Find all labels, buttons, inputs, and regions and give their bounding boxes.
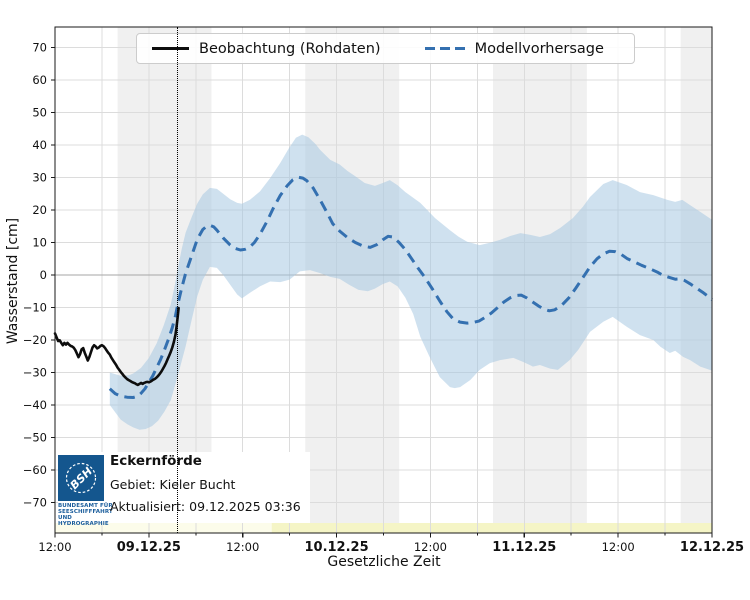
- svg-text:−70: −70: [23, 496, 47, 510]
- y-axis-title: Wasserstand [cm]: [5, 217, 21, 345]
- svg-text:−60: −60: [23, 463, 47, 477]
- legend-observation-label: Beobachtung (Rohdaten): [199, 40, 381, 57]
- station-updated: Aktualisiert: 09.12.2025 03:36: [110, 499, 301, 514]
- svg-text:10.12.25: 10.12.25: [304, 540, 368, 555]
- bsh-caption-line: BUNDESAMT FÜR: [58, 503, 113, 509]
- svg-text:30: 30: [32, 171, 47, 185]
- svg-text:20: 20: [32, 203, 47, 217]
- bsh-caption-line: HYDROGRAPHIE: [58, 521, 109, 527]
- legend-forecast-label: Modellvorhersage: [474, 40, 604, 57]
- svg-text:0: 0: [40, 268, 47, 282]
- svg-text:−40: −40: [23, 398, 47, 412]
- bsh-logo-caption: BUNDESAMT FÜR SEESCHIFFFAHRT UND HYDROGR…: [58, 503, 113, 527]
- svg-text:40: 40: [32, 138, 47, 152]
- svg-text:12:00: 12:00: [602, 540, 635, 554]
- station-name: Eckernförde: [110, 453, 202, 469]
- svg-text:60: 60: [32, 73, 47, 87]
- forecast-start-marker-line: [177, 27, 178, 533]
- svg-text:09.12.25: 09.12.25: [117, 540, 181, 555]
- svg-text:−50: −50: [23, 431, 47, 445]
- svg-text:70: 70: [32, 41, 47, 55]
- legend: Beobachtung (Rohdaten) Modellvorhersage: [136, 33, 635, 64]
- svg-text:−20: −20: [23, 333, 47, 347]
- x-axis-title: Gesetzliche Zeit: [327, 554, 441, 570]
- bsh-caption-line: SEESCHIFFFAHRT: [58, 509, 113, 515]
- svg-text:−10: −10: [23, 301, 47, 315]
- svg-text:12:00: 12:00: [414, 540, 447, 554]
- bsh-logo-icon: BSH: [58, 455, 104, 501]
- station-area: Gebiet: Kieler Bucht: [110, 477, 236, 492]
- svg-text:10: 10: [32, 236, 47, 250]
- bsh-caption-line: UND: [58, 515, 72, 521]
- observation-line-sample: [152, 47, 189, 50]
- svg-text:−30: −30: [23, 366, 47, 380]
- bsh-logo: BSH: [58, 455, 104, 501]
- station-info-box: BSH BUNDESAMT FÜR SEESCHIFFFAHRT UND HYD…: [58, 452, 310, 527]
- svg-text:12:00: 12:00: [226, 540, 259, 554]
- svg-text:50: 50: [32, 106, 47, 120]
- svg-text:12:00: 12:00: [38, 540, 71, 554]
- forecast-line-sample: [424, 47, 465, 50]
- svg-text:12.12.25: 12.12.25: [680, 540, 744, 555]
- svg-text:11.12.25: 11.12.25: [492, 540, 556, 555]
